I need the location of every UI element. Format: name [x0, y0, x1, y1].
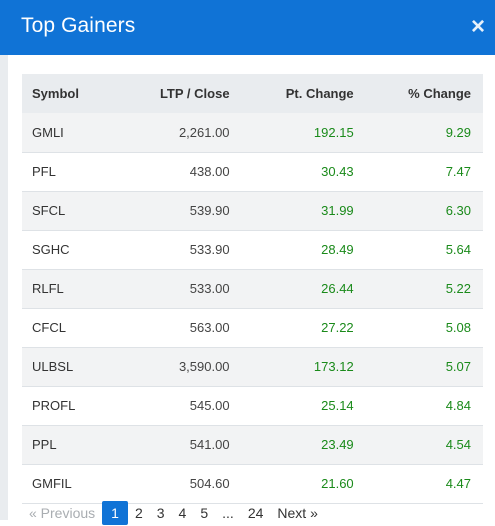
column-header-pct-change[interactable]: % Change — [408, 86, 471, 101]
cell-pt-change: 27.22 — [321, 320, 354, 335]
cell-pct-change: 9.29 — [445, 124, 471, 140]
cell-ltp: 3,590.00 — [178, 359, 230, 374]
page-button-3[interactable]: 3 — [156, 505, 165, 521]
table-row[interactable]: RLFL 533.00 26.44 5.22 — [22, 269, 483, 308]
cell-pt-change: 21.60 — [321, 476, 354, 491]
previous-page-button[interactable]: « Previous — [29, 505, 96, 521]
cell-pct-change: 4.47 — [445, 476, 471, 491]
cell-pct-change: 4.84 — [445, 398, 471, 413]
cell-pt-change: 30.43 — [321, 164, 354, 179]
table-header-row: Symbol LTP / Close Pt. Change % Change — [22, 74, 483, 113]
cell-pct-change: 5.64 — [445, 242, 471, 257]
cell-ltp: 438.00 — [189, 164, 230, 179]
cell-ltp: 533.00 — [189, 281, 230, 296]
table-row[interactable]: GMLI 2,261.00 192.15 9.29 — [22, 113, 483, 152]
cell-symbol: PPL — [32, 437, 57, 452]
column-header-symbol[interactable]: Symbol — [32, 86, 79, 101]
cell-pt-change: 173.12 — [313, 359, 354, 374]
cell-pct-change: 7.47 — [445, 164, 471, 179]
cell-pct-change: 5.08 — [445, 320, 471, 335]
modal-title: Top Gainers — [21, 14, 136, 37]
cell-pt-change: 192.15 — [313, 124, 354, 140]
pagination-ellipsis: ... — [222, 505, 234, 521]
modal-body: Symbol LTP / Close Pt. Change % Change G… — [8, 55, 495, 525]
cell-symbol: SGHC — [32, 242, 70, 257]
close-icon[interactable]: × — [470, 13, 485, 40]
modal-header: Top Gainers × — [0, 0, 495, 55]
cell-pt-change: 31.99 — [321, 203, 354, 218]
background-page-edge — [0, 55, 8, 520]
page-button-24[interactable]: 24 — [247, 505, 264, 521]
cell-ltp: 541.00 — [189, 437, 230, 452]
cell-symbol: GMFIL — [32, 476, 72, 491]
table-row[interactable]: PROFL 545.00 25.14 4.84 — [22, 386, 483, 425]
page-button-4[interactable]: 4 — [178, 505, 187, 521]
cell-pt-change: 25.14 — [321, 398, 354, 413]
cell-symbol: GMLI — [32, 124, 64, 140]
page-button-2[interactable]: 2 — [134, 505, 143, 521]
page-button-5[interactable]: 5 — [200, 505, 209, 521]
table-row[interactable]: CFCL 563.00 27.22 5.08 — [22, 308, 483, 347]
cell-ltp: 539.90 — [189, 203, 230, 218]
cell-symbol: RLFL — [32, 281, 64, 296]
pagination: « Previous 1 2 3 4 5... 24 Next » — [22, 500, 325, 526]
table-row[interactable]: ULBSL 3,590.00 173.12 5.07 — [22, 347, 483, 386]
cell-symbol: PFL — [32, 164, 56, 179]
column-header-ltp[interactable]: LTP / Close — [159, 86, 230, 101]
column-header-pt-change[interactable]: Pt. Change — [285, 86, 354, 101]
cell-pct-change: 4.54 — [445, 437, 471, 452]
cell-pct-change: 6.30 — [445, 203, 471, 218]
table-body: GMLI 2,261.00 192.15 9.29 PFL 438.00 30.43 7.47… — [22, 113, 483, 503]
cell-pt-change: 23.49 — [321, 437, 354, 452]
cell-pt-change: 26.44 — [321, 281, 354, 296]
cell-ltp: 533.90 — [189, 242, 230, 257]
cell-ltp: 2,261.00 — [178, 124, 230, 140]
top-gainers-table: Symbol LTP / Close Pt. Change % Change G… — [22, 74, 483, 504]
table-row[interactable]: PPL 541.00 23.49 4.54 — [22, 425, 483, 464]
cell-symbol: ULBSL — [32, 359, 74, 374]
table-row[interactable]: SFCL 539.90 31.99 6.30 — [22, 191, 483, 230]
cell-ltp: 563.00 — [189, 320, 230, 335]
next-page-button[interactable]: Next » — [277, 505, 318, 521]
cell-symbol: CFCL — [32, 320, 66, 335]
cell-pt-change: 28.49 — [321, 242, 354, 257]
cell-ltp: 504.60 — [189, 476, 230, 491]
cell-ltp: 545.00 — [189, 398, 230, 413]
cell-symbol: SFCL — [32, 203, 66, 218]
cell-symbol: PROFL — [32, 398, 76, 413]
table-row[interactable]: SGHC 533.90 28.49 5.64 — [22, 230, 483, 269]
table-row[interactable]: GMFIL 504.60 21.60 4.47 — [22, 464, 483, 503]
table-row[interactable]: PFL 438.00 30.43 7.47 — [22, 152, 483, 191]
page-button-1[interactable]: 1 — [102, 501, 128, 525]
cell-pct-change: 5.22 — [445, 281, 471, 296]
cell-pct-change: 5.07 — [445, 359, 471, 374]
